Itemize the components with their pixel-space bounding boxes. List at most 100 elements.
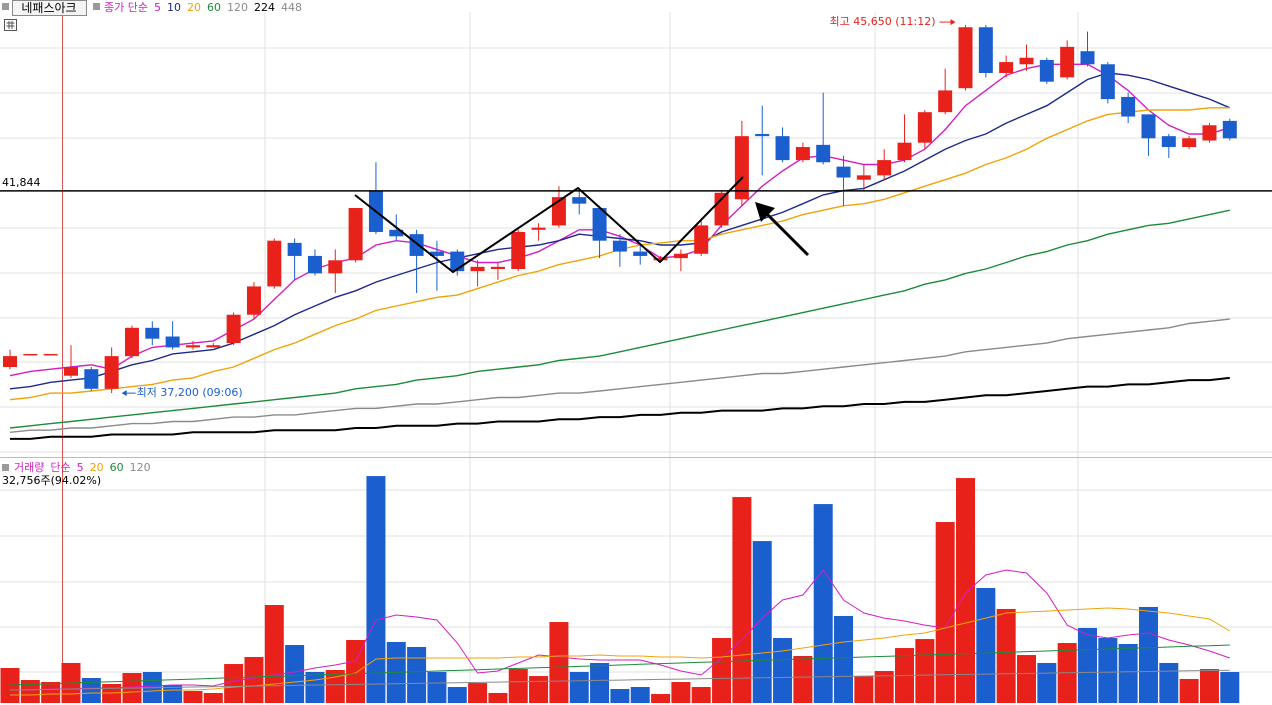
candle-body	[511, 231, 526, 270]
volume-bar	[732, 497, 752, 703]
symbol-box[interactable]	[12, 0, 87, 16]
volume-bar	[1037, 662, 1057, 703]
volume-bar	[1220, 672, 1240, 703]
volume-bar	[854, 676, 874, 703]
candle-body	[836, 166, 851, 178]
candle-body	[1121, 96, 1136, 117]
legend-item: 224	[254, 1, 275, 14]
volume-bar	[203, 692, 223, 703]
ma-line	[10, 607, 1231, 696]
volume-bar	[529, 676, 549, 703]
volume-bar	[1118, 643, 1138, 703]
ma-line	[9, 318, 1230, 433]
volume-bar	[244, 657, 264, 703]
volume-bar	[630, 687, 650, 703]
volume-bar	[915, 639, 935, 703]
volume-bar	[81, 678, 101, 703]
candle-body	[816, 144, 831, 163]
volume-bar	[569, 671, 589, 703]
candle-body	[23, 353, 38, 356]
candle-body	[348, 208, 363, 261]
legend-item: 20	[187, 1, 201, 14]
volume-bar	[1179, 678, 1199, 703]
candle-body	[429, 251, 444, 256]
volume-bar	[834, 615, 854, 703]
candle-body	[145, 327, 160, 339]
legend-icon	[93, 3, 100, 10]
candle-body	[673, 253, 688, 259]
candle-body	[958, 27, 973, 89]
volume-bar	[0, 668, 20, 703]
volume-bar	[508, 669, 528, 703]
candle-body	[246, 286, 261, 315]
candle-body	[307, 255, 322, 274]
volume-bar	[874, 671, 894, 703]
candle-body	[226, 314, 241, 344]
legend-item: 5	[154, 1, 161, 14]
volume-bar	[956, 478, 976, 703]
price-panel: 41,844 최고 45,650 (11:12) 최저 37,200 (09:06)…	[0, 1, 1272, 440]
candle-body	[124, 327, 139, 357]
volume-bar	[366, 476, 386, 703]
settings-icon[interactable]	[4, 19, 17, 31]
volume-bar	[549, 622, 569, 703]
candle-body	[1182, 138, 1197, 148]
candle-body	[775, 136, 790, 161]
volume-bar	[1159, 662, 1179, 703]
candle-body	[1202, 125, 1217, 141]
volume-bar	[651, 694, 671, 703]
volume-bar	[224, 664, 244, 703]
volume-bar	[407, 647, 427, 703]
volume-bar	[468, 683, 488, 703]
volume-bar	[488, 692, 508, 703]
candle-body	[531, 227, 546, 230]
legend-subtitle: 단순	[50, 461, 70, 474]
volume-bar	[1199, 669, 1219, 703]
candle-body	[1039, 59, 1054, 82]
candle-body	[104, 356, 119, 389]
candle-body	[978, 27, 993, 73]
candle-body	[389, 229, 404, 237]
candle-body	[694, 225, 709, 254]
candle-body	[470, 266, 485, 272]
legend-item: 60	[110, 461, 124, 474]
candle-body	[3, 356, 17, 368]
legend-title: 종가 단순	[104, 1, 148, 14]
annotation-arrow-head	[755, 202, 775, 222]
legend-item: 10	[167, 1, 181, 14]
candle-body	[267, 240, 282, 287]
volume-bar	[1017, 655, 1036, 703]
volume-bar	[691, 687, 711, 703]
candle-body	[1100, 64, 1115, 100]
legend-item: 120	[130, 461, 151, 474]
candle-body	[714, 192, 729, 226]
candle-body	[734, 136, 749, 200]
candle-body	[1080, 51, 1095, 65]
volume-bar	[773, 638, 793, 703]
legend-title: 거래량	[14, 461, 44, 474]
candle-body	[917, 112, 932, 143]
volume-bar	[20, 680, 40, 703]
volume-bar	[996, 608, 1016, 703]
volume-bar	[1138, 606, 1158, 703]
candle-body	[897, 142, 912, 161]
volume-bar	[325, 669, 345, 703]
volume-bar	[305, 671, 325, 703]
candle-body	[633, 251, 648, 256]
reference-label: 41,844	[2, 176, 41, 189]
candle-body	[84, 369, 99, 389]
candle-body	[877, 160, 892, 176]
volume-bar	[41, 682, 61, 703]
candle-body	[856, 175, 871, 180]
volume-bar	[1098, 638, 1118, 703]
candle-body	[490, 266, 505, 270]
pattern-drawing	[354, 176, 744, 274]
symbol-name: 네패스아크	[21, 1, 76, 15]
volume-bar	[793, 655, 813, 703]
low-annotation: 최저 37,200 (09:06)	[137, 386, 243, 399]
high-arrow-head	[950, 19, 956, 26]
candle-body	[999, 62, 1014, 73]
legend-item: 20	[90, 461, 104, 474]
candle-body	[185, 345, 200, 348]
